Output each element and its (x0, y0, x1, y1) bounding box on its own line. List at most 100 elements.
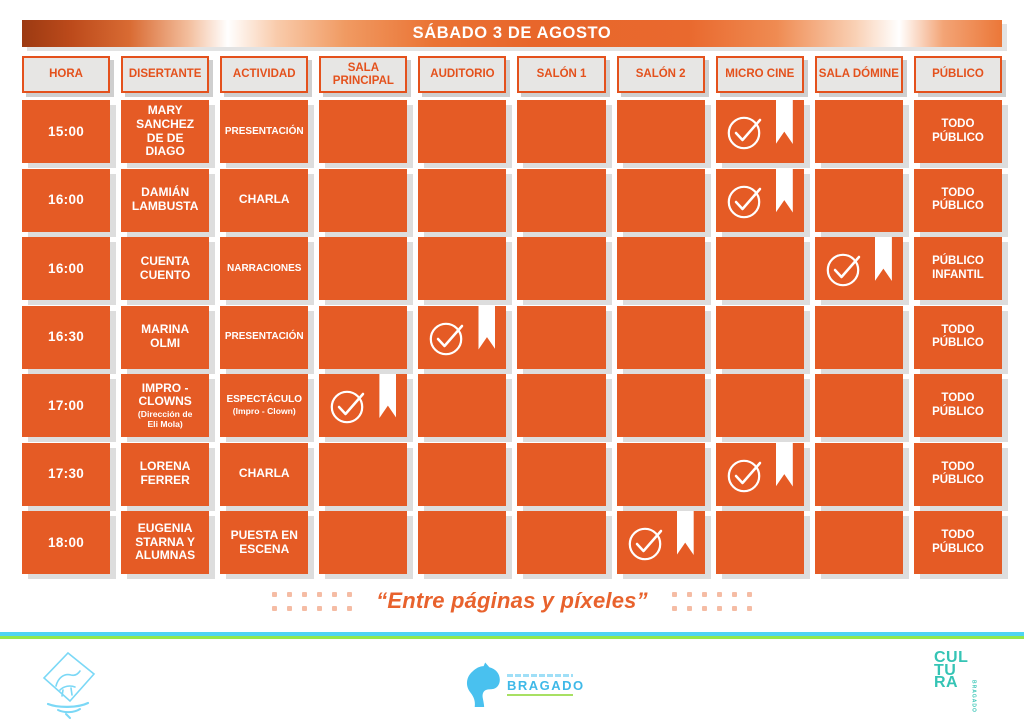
cultura-logo: CUL TU RA BRAGADO (934, 649, 994, 716)
bragado-wordmark: BRAGADO (507, 677, 585, 693)
speaker-cell: CUENTA CUENTO (121, 237, 210, 300)
room-cell-sala-domine (814, 374, 903, 437)
column-header-disertante: DISERTANTE (121, 56, 210, 93)
check-circle-icon (724, 180, 770, 222)
bragado-municipality-logo: BRAGADO (460, 662, 585, 708)
column-header-sala-domine: SALA DÓMINE (814, 56, 903, 93)
ornament-dot (746, 591, 752, 597)
speaker-cell: EUGENIA STARNA Y ALUMNAS (121, 511, 210, 574)
column-header-sala-principal: SALA PRINCIPAL (319, 56, 408, 93)
audience-cell: TODO PÚBLICO (913, 100, 1002, 163)
room-cell-sala-principal (319, 237, 408, 300)
room-cell-auditorio (418, 305, 507, 369)
column-header-publico: PÚBLICO (913, 56, 1002, 93)
room-cell-sala-domine (814, 168, 903, 232)
speaker-cell: LORENA FERRER (121, 442, 210, 506)
schedule-grid: 15:00 MARY SANCHEZ DE DE DIAGO PRESENTACIÓ… (22, 100, 1002, 574)
speaker-cell: MARY SANCHEZ DE DE DIAGO (121, 100, 210, 163)
time-cell: 17:00 (22, 374, 111, 437)
horse-head-icon (466, 662, 500, 707)
activity-cell: ESPECTÁCULO (Impro - Clown) (220, 374, 309, 437)
activity-cell: PUESTA EN ESCENA (220, 511, 309, 574)
dot-ornament-right (671, 591, 752, 611)
time-cell: 17:30 (22, 442, 111, 506)
audience-cell: PÚBLICO INFANTIL (913, 237, 1002, 300)
ornament-dot (731, 605, 737, 611)
room-cell-sala-domine (814, 100, 903, 163)
room-cell-micro-cine (715, 442, 804, 506)
room-cell-micro-cine (715, 168, 804, 232)
activity-cell: CHARLA (220, 168, 309, 232)
check-circle-icon (823, 248, 869, 290)
cultura-line-3: RA (934, 674, 959, 691)
check-circle-icon (724, 454, 770, 496)
audience-cell: TODO PÚBLICO (913, 511, 1002, 574)
bragado-emblem-logo (42, 651, 96, 719)
bragado-wordmark-block: BRAGADO (507, 673, 585, 697)
ornament-dot (332, 605, 338, 611)
time-cell: 16:00 (22, 168, 111, 232)
bookmark-ribbon-icon (775, 442, 793, 487)
ornament-dot (347, 605, 353, 611)
audience-cell: TODO PÚBLICO (913, 442, 1002, 506)
cultura-wordmark: CUL TU RA BRAGADO (934, 649, 994, 713)
room-cell-sala-principal (319, 511, 408, 574)
room-cell-sala-domine (814, 237, 903, 300)
room-cell-salon-2 (616, 442, 705, 506)
column-header-hora: HORA (22, 56, 111, 93)
ornament-dot (332, 591, 338, 597)
ornament-dot (716, 605, 722, 611)
room-cell-sala-principal (319, 168, 408, 232)
room-cell-micro-cine (715, 374, 804, 437)
column-header-salon-1: SALÓN 1 (517, 56, 606, 93)
time-cell: 15:00 (22, 100, 111, 163)
check-circle-icon (327, 385, 373, 427)
room-cell-sala-principal (319, 374, 408, 437)
bookmark-ribbon-icon (874, 237, 892, 281)
room-cell-micro-cine (715, 237, 804, 300)
room-cell-auditorio (418, 100, 507, 163)
dot-ornament-left (272, 591, 353, 611)
room-cell-sala-domine (814, 442, 903, 506)
bookmark-ribbon-icon (379, 374, 397, 418)
room-cell-sala-principal (319, 442, 408, 506)
bookmark-ribbon-icon (478, 305, 496, 350)
bookmark-ribbon-icon (775, 168, 793, 213)
cultura-line-2: TU (934, 661, 957, 679)
activity-cell: CHARLA (220, 442, 309, 506)
speaker-cell: IMPRO - CLOWNS (Dirección de Eli Mola) (121, 374, 210, 437)
room-cell-auditorio (418, 168, 507, 232)
ornament-dot (317, 605, 323, 611)
room-cell-salon-2 (616, 100, 705, 163)
room-cell-sala-domine (814, 305, 903, 369)
cultura-line-1: CUL (934, 649, 969, 666)
room-cell-salon-2 (616, 511, 705, 574)
ornament-dot (731, 591, 737, 597)
ornament-dot (272, 591, 278, 597)
activity-cell: PRESENTACIÓN (220, 305, 309, 369)
room-cell-salon-1 (517, 305, 606, 369)
column-header-micro-cine: MICRO CINE (715, 56, 804, 93)
room-cell-auditorio (418, 374, 507, 437)
ornament-dot (287, 591, 293, 597)
ornament-dot (701, 591, 707, 597)
activity-cell: NARRACIONES (220, 237, 309, 300)
audience-cell: TODO PÚBLICO (913, 168, 1002, 232)
ornament-dot (686, 605, 692, 611)
activity-cell: PRESENTACIÓN (220, 100, 309, 163)
footer-divider (0, 632, 1024, 639)
room-cell-salon-1 (517, 511, 606, 574)
ornament-dot (716, 591, 722, 597)
ornament-dot (686, 591, 692, 597)
schedule-title-bar: SÁBADO 3 DE AGOSTO (22, 20, 1002, 47)
room-cell-salon-1 (517, 100, 606, 163)
room-cell-salon-1 (517, 168, 606, 232)
time-cell: 16:00 (22, 237, 111, 300)
room-cell-salon-1 (517, 442, 606, 506)
divider-line-cyan (0, 632, 1024, 636)
room-cell-salon-1 (517, 237, 606, 300)
room-cell-salon-2 (616, 168, 705, 232)
ornament-dot (287, 605, 293, 611)
check-circle-icon (426, 317, 472, 359)
column-header-actividad: ACTIVIDAD (220, 56, 309, 93)
